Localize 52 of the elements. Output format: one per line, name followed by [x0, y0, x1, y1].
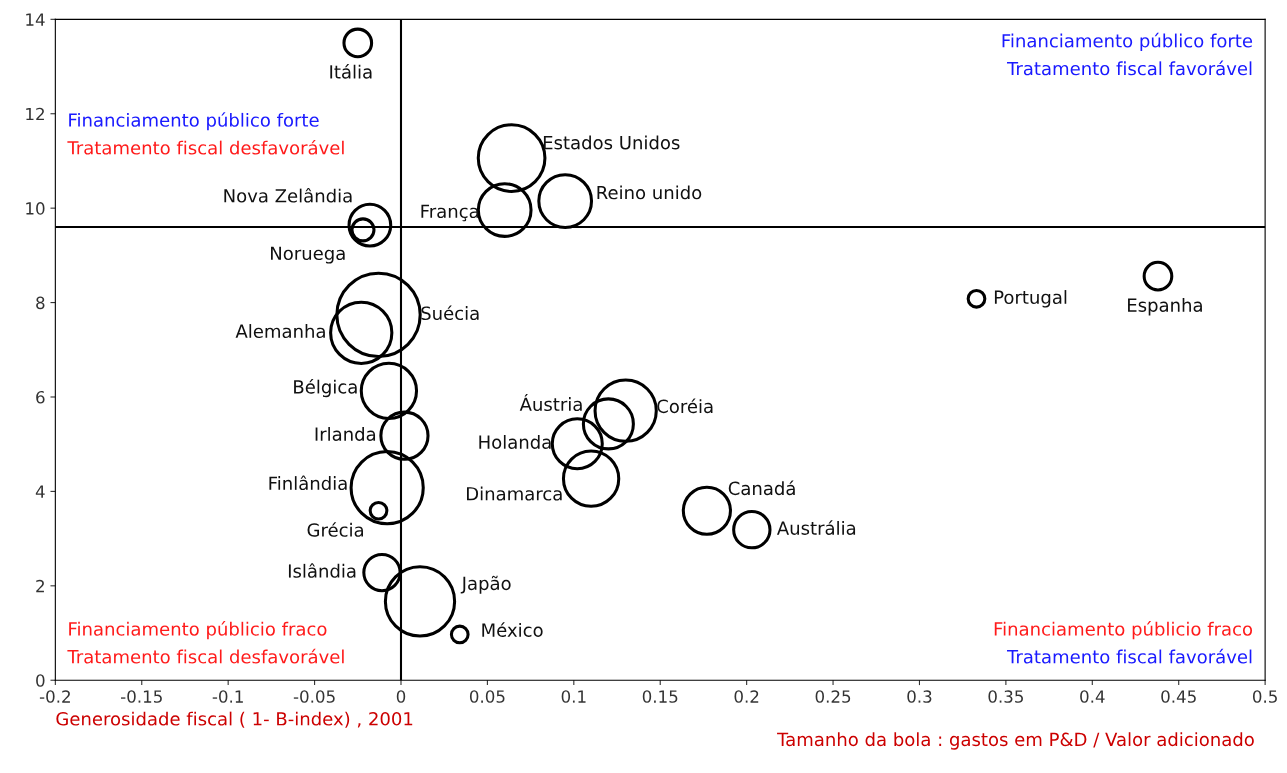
y-tick-label: 2 — [36, 579, 44, 593]
x-tick-label: 0.2 — [734, 690, 759, 703]
y-tick-label: 8 — [36, 296, 45, 310]
x-tick-label: 0.1 — [561, 690, 586, 703]
annotation: Finlândia — [269, 475, 347, 491]
x-tick-label: -0.15 — [121, 690, 162, 703]
annotation: Financiamento públicio fraco Tratamento fiscal desfavorável — [67, 621, 344, 664]
annotation: Noruega — [271, 246, 345, 264]
annotation: Suécia — [421, 305, 479, 321]
annotation: Holanda — [479, 434, 551, 449]
annotation: Grécia — [307, 522, 363, 537]
annotation: França — [421, 204, 479, 222]
y-tick-label: 0 — [36, 674, 45, 687]
x-tick-label: 0 — [396, 690, 406, 703]
x-tick-label: 0.25 — [815, 690, 851, 703]
text: Tamanho da bola : gastos em P&D / Valor adicionado — [777, 732, 1254, 750]
annotation: Itália — [330, 64, 372, 79]
x-tick-label: -0.1 — [212, 690, 243, 703]
x-tick-label: 0.5 — [1252, 690, 1277, 703]
x-tick-label: 0.35 — [988, 690, 1023, 703]
y-tick-label: 14 — [26, 13, 45, 26]
y-tick-label: 6 — [36, 390, 45, 404]
annotation: Islândia — [288, 563, 356, 578]
annotation: Espanha — [1128, 297, 1202, 316]
y-tick-label: 10 — [26, 202, 45, 215]
annotation: Portugal — [994, 290, 1067, 308]
annotation: Canadá — [728, 480, 795, 496]
x-tick-label: 0.15 — [642, 690, 678, 703]
annotation: Alemanha — [235, 324, 325, 339]
annotation: Áustria — [519, 394, 582, 412]
x-tick-label: -0.05 — [293, 690, 335, 703]
annotation: Dinamarca — [467, 486, 562, 501]
x-tick-label: 0.3 — [907, 690, 932, 703]
x-tick-label: -0.2 — [39, 690, 70, 703]
y-tick-label: 4 — [35, 485, 45, 498]
annotation: Nova Zelândia — [224, 187, 352, 203]
annotation: México — [482, 622, 543, 637]
annotation: Austrália — [776, 520, 856, 535]
annotation: Financiamento público forte Tratamento fiscal favorável — [1002, 32, 1253, 76]
annotation: Bélgica — [294, 378, 357, 398]
x-tick-label: 0.45 — [1161, 690, 1196, 703]
x-axis-title: Generosidade fiscal ( 1- B-index) , 2001 — [56, 711, 413, 728]
annotation: Financiamento público forte Tratamento fiscal desfavorável — [67, 112, 344, 155]
x-tick-label: 0.05 — [469, 690, 505, 703]
y-tick-label: 12 — [26, 107, 44, 121]
annotation: Japão — [460, 575, 511, 594]
x-tick-label: 0.4 — [1080, 690, 1105, 703]
annotation: Reino unido — [597, 185, 702, 200]
annotation: Estados Unidos — [543, 135, 680, 150]
annotation: Financiamento públicio fraco Tratamento fiscal favorável — [994, 621, 1253, 664]
annotation: Irlanda — [315, 426, 376, 441]
annotation: Coréia — [657, 398, 713, 414]
